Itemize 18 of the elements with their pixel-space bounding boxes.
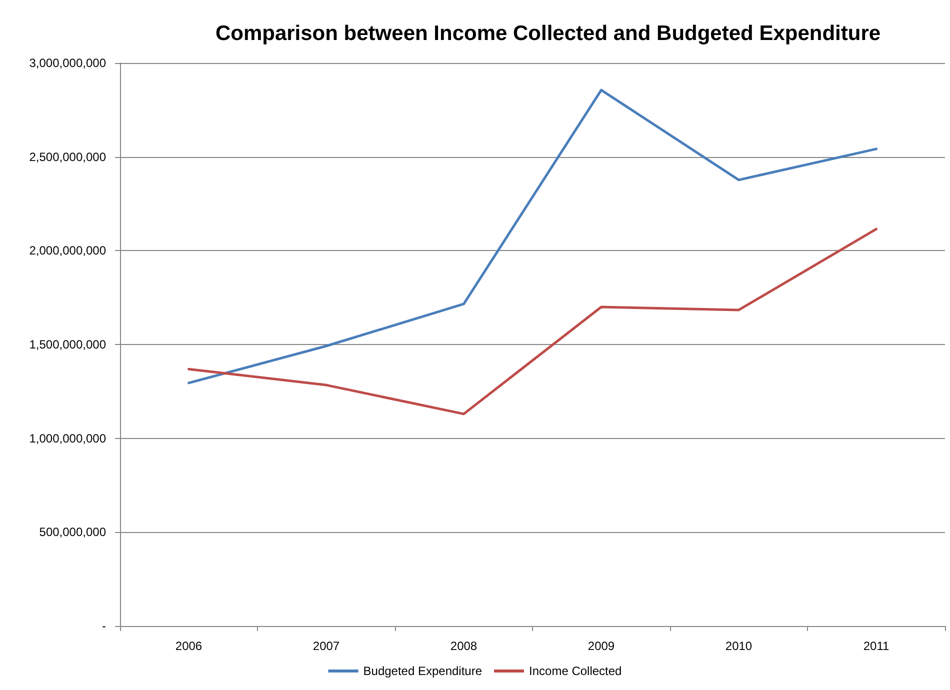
y-tick-label: 1,000,000,000 bbox=[29, 431, 106, 446]
y-tick-label: - bbox=[102, 619, 106, 633]
y-tick-label: 2,000,000,000 bbox=[29, 244, 106, 258]
legend-label: Income Collected bbox=[529, 664, 622, 678]
x-tick-label: 2006 bbox=[175, 639, 202, 653]
chart-title: Comparison between Income Collected and Budgeted Expenditure bbox=[215, 22, 881, 45]
x-tick-label: 2009 bbox=[588, 639, 615, 653]
y-tick-label: 1,500,000,000 bbox=[29, 338, 106, 352]
legend-label: Budgeted Expenditure bbox=[363, 664, 482, 678]
line-series bbox=[188, 228, 878, 416]
x-tick-label: 2007 bbox=[312, 639, 340, 653]
x-tick-label: 2011 bbox=[863, 639, 890, 653]
line-series bbox=[188, 88, 878, 384]
x-tick-label: 2010 bbox=[725, 639, 752, 653]
x-tick-label: 2008 bbox=[450, 639, 478, 653]
y-tick-label: 500,000,000 bbox=[39, 525, 106, 540]
y-tick-label: 2,500,000,000 bbox=[29, 150, 106, 164]
y-tick-label: 3,000,000,000 bbox=[29, 56, 106, 70]
